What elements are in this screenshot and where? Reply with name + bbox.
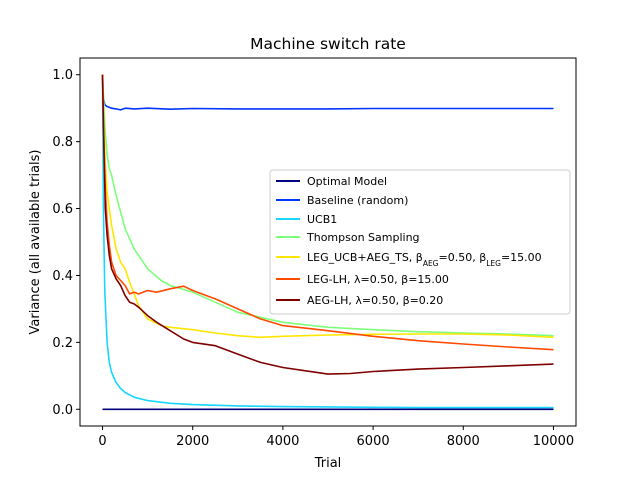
y-tick-label: 0.6	[52, 202, 73, 217]
x-tick-label: 0	[98, 434, 106, 449]
legend-label-6: LEG-LH, λ=0.50, β=15.00	[307, 273, 449, 286]
y-tick-label: 0.0	[52, 403, 73, 418]
y-tick-label: 0.4	[52, 269, 73, 284]
legend-label-4: Thompson Sampling	[306, 231, 420, 244]
legend-label-1: Optimal Model	[307, 175, 387, 188]
x-tick-label: 10000	[533, 434, 574, 449]
legend-label-2: Baseline (random)	[307, 194, 408, 207]
x-axis-title: Trial	[314, 456, 342, 471]
y-tick-label: 0.2	[52, 336, 73, 351]
x-tick-label: 4000	[266, 434, 299, 449]
legend-label-3: UCB1	[307, 213, 337, 226]
y-tick-label: 0.8	[52, 135, 73, 150]
x-tick-label: 8000	[447, 434, 480, 449]
chart-title: Machine switch rate	[250, 35, 406, 53]
legend-label-7: AEG-LH, λ=0.50, β=0.20	[307, 294, 443, 307]
y-tick-label: 1.0	[52, 68, 73, 83]
y-axis-title: Variance (all available trials)	[28, 150, 43, 335]
legend: Optimal Model Baseline (random) UCB1 Thomps…	[270, 170, 570, 314]
x-tick-label: 2000	[176, 434, 209, 449]
x-tick-label: 6000	[357, 434, 390, 449]
